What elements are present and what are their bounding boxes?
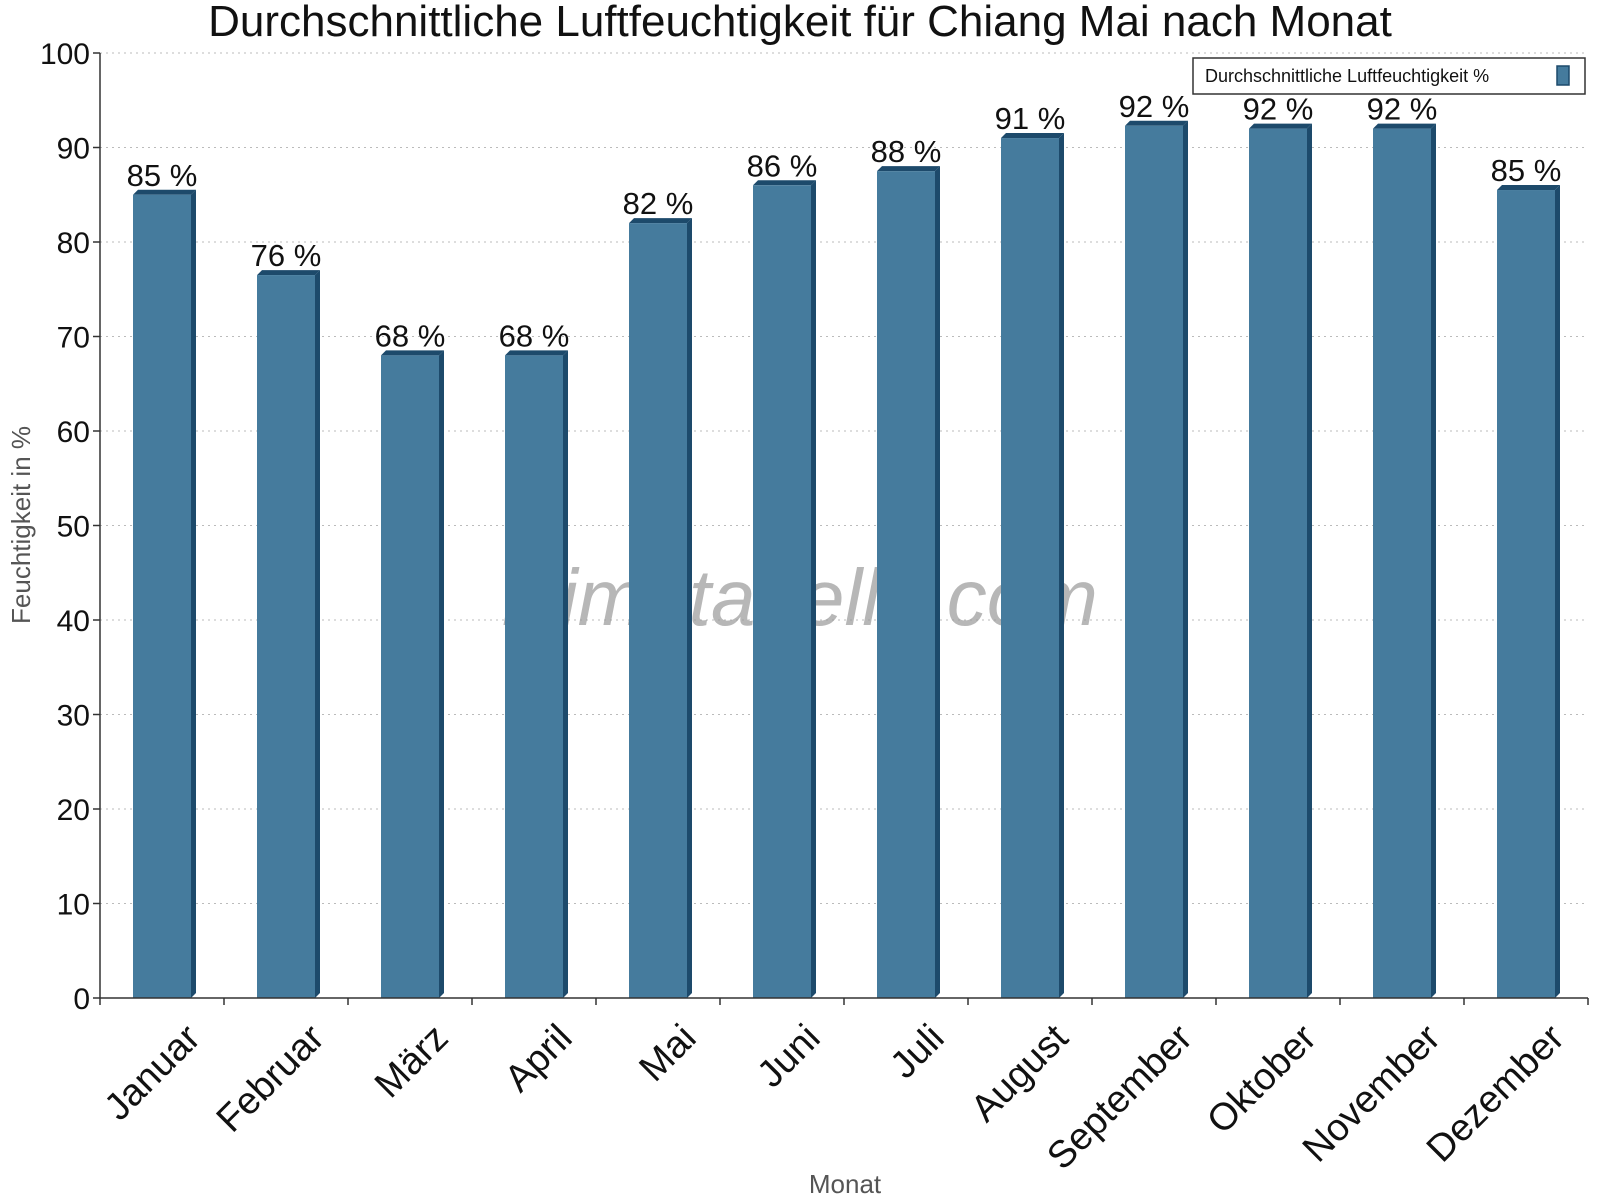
bar-top <box>877 166 940 172</box>
bar-front <box>1125 125 1183 998</box>
bar-top <box>1373 123 1436 129</box>
bar-top <box>1497 185 1560 191</box>
legend-swatch <box>1556 65 1570 86</box>
data-label-mai: 82 % <box>623 186 694 221</box>
y-tick-label: 70 <box>57 322 90 355</box>
y-tick-label: 60 <box>57 416 90 449</box>
chart-title: Durchschnittliche Luftfeuchtigkeit für C… <box>208 0 1392 46</box>
bar-side <box>811 180 816 999</box>
x-tick-label-märz: März <box>367 1017 456 1106</box>
data-label-august: 91 % <box>995 101 1066 136</box>
data-label-märz: 68 % <box>375 318 446 353</box>
y-tick-label: 80 <box>57 227 90 260</box>
bar-februar <box>257 270 320 998</box>
data-label-september: 92 % <box>1119 89 1190 124</box>
bar-april <box>505 350 568 998</box>
x-tick-label-april: April <box>497 1017 580 1100</box>
bar-september <box>1125 120 1188 998</box>
bar-front <box>877 171 935 998</box>
bar-side <box>315 270 320 998</box>
bar-side <box>687 218 692 999</box>
x-tick-label-juli: Juli <box>882 1017 952 1087</box>
bar-top <box>753 180 816 186</box>
y-tick-label: 20 <box>57 794 90 827</box>
x-tick-label-oktober: Oktober <box>1199 1017 1325 1143</box>
bar-front <box>1001 138 1059 999</box>
x-tick-label-februar: Februar <box>209 1017 333 1141</box>
bar-januar <box>133 189 196 998</box>
data-label-april: 68 % <box>499 318 570 353</box>
bar-front <box>1497 190 1555 998</box>
bar-front <box>629 223 687 999</box>
y-tick-label: 100 <box>40 38 90 71</box>
x-axis-label: Monat <box>809 1169 882 1199</box>
data-label-november: 92 % <box>1367 92 1438 127</box>
y-tick-label: 90 <box>57 133 90 166</box>
legend-box <box>1192 57 1586 95</box>
legend: Durchschnittliche Luftfeuchtigkeit % <box>1192 57 1586 95</box>
legend-label: Durchschnittliche Luftfeuchtigkeit % <box>1205 66 1489 86</box>
y-axis-label: Feuchtigkeit in % <box>6 426 36 624</box>
bar-juni <box>753 180 816 999</box>
bar-top <box>1125 120 1188 126</box>
bar-mai <box>629 218 692 999</box>
x-tick-label-januar: Januar <box>97 1017 209 1129</box>
bar-juli <box>877 166 940 998</box>
bar-top <box>1249 123 1312 129</box>
x-tick-label-dezember: Dezember <box>1419 1017 1573 1171</box>
bar-top <box>505 350 568 356</box>
bar-november <box>1373 123 1436 999</box>
y-tick-label: 30 <box>57 700 90 733</box>
x-tick-label-august: August <box>963 1017 1077 1131</box>
bar-top <box>629 218 692 224</box>
data-label-juni: 86 % <box>747 148 818 183</box>
bar-side <box>439 350 444 998</box>
data-label-juli: 88 % <box>871 134 942 169</box>
bar-side <box>935 166 940 998</box>
bar-front <box>505 355 563 998</box>
bar-side <box>1183 120 1188 998</box>
bar-front <box>257 275 315 998</box>
grid-lines <box>100 52 1588 904</box>
bar-top <box>381 350 444 356</box>
data-label-februar: 76 % <box>251 238 322 273</box>
bar-august <box>1001 133 1064 999</box>
bars <box>133 120 1560 999</box>
y-tick-label: 40 <box>57 605 90 638</box>
y-tick-label: 0 <box>73 983 90 1016</box>
bar-front <box>753 185 811 999</box>
bar-märz <box>381 350 444 998</box>
bar-side <box>1059 133 1064 999</box>
bar-side <box>1431 123 1436 999</box>
axes <box>93 52 1589 1005</box>
x-tick-label-mai: Mai <box>632 1017 705 1090</box>
data-label-januar: 85 % <box>127 158 198 193</box>
bar-side <box>563 350 568 998</box>
y-tick-label: 10 <box>57 889 90 922</box>
bar-top <box>1001 133 1064 139</box>
x-tick-label-juni: Juni <box>750 1017 829 1096</box>
bar-front <box>1373 128 1431 999</box>
bar-side <box>191 189 196 998</box>
x-tick-labels: Januar Februar März April Mai Juni Juli AugustS… <box>97 1017 1573 1178</box>
bar-dezember <box>1497 185 1560 998</box>
data-label-dezember: 85 % <box>1491 153 1562 188</box>
y-tick-labels: 0 10 20 30 40 50 60 70 80 90 100 <box>40 38 90 1016</box>
bar-top <box>257 270 320 276</box>
bar-front <box>133 194 191 998</box>
bar-front <box>1249 128 1307 999</box>
bar-top <box>133 189 196 195</box>
data-label-oktober: 92 % <box>1243 92 1314 127</box>
bar-oktober <box>1249 123 1312 999</box>
bar-side <box>1307 123 1312 999</box>
bar-side <box>1555 185 1560 998</box>
y-tick-label: 50 <box>57 511 90 544</box>
data-labels: 85 % 76 % 68 % 68 % 82 % 86 % 88 % 91 % 92 % 92 %… <box>127 89 1562 354</box>
bar-front <box>381 355 439 998</box>
